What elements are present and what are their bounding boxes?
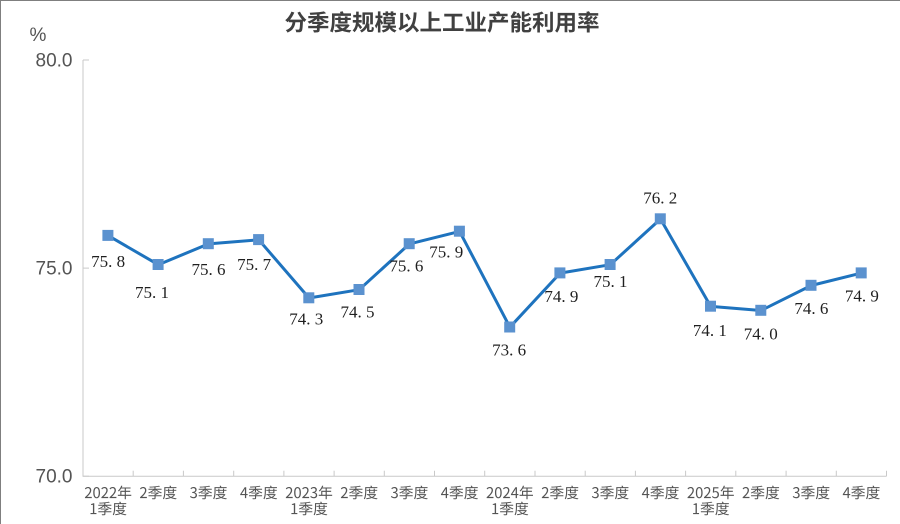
svg-text:74. 5: 74. 5 <box>341 303 375 322</box>
svg-text:75.0: 75.0 <box>36 258 73 279</box>
svg-text:74. 3: 74. 3 <box>289 310 323 329</box>
svg-text:74. 9: 74. 9 <box>845 287 879 306</box>
svg-text:%: % <box>30 25 47 46</box>
svg-text:75. 7: 75. 7 <box>237 255 272 274</box>
svg-text:74. 1: 74. 1 <box>693 321 727 340</box>
svg-text:80.0: 80.0 <box>36 50 73 71</box>
svg-text:70.0: 70.0 <box>36 467 73 488</box>
svg-text:75. 6: 75. 6 <box>192 260 226 279</box>
svg-text:73. 6: 73. 6 <box>492 341 526 360</box>
svg-text:75. 1: 75. 1 <box>135 283 169 302</box>
svg-text:75. 6: 75. 6 <box>389 257 423 276</box>
svg-text:75. 9: 75. 9 <box>429 243 463 262</box>
svg-text:76. 2: 76. 2 <box>643 189 677 208</box>
svg-text:75. 8: 75. 8 <box>91 252 125 271</box>
svg-text:74. 9: 74. 9 <box>544 287 578 306</box>
svg-text:74. 6: 74. 6 <box>794 299 828 318</box>
svg-text:74. 0: 74. 0 <box>744 325 778 344</box>
svg-text:75. 1: 75. 1 <box>594 272 628 291</box>
